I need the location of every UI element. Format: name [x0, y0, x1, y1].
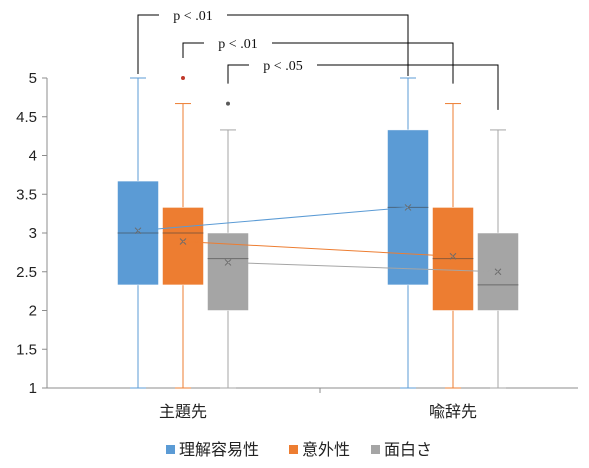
- y-tick-label: 3.5: [16, 186, 37, 203]
- outlier-point: [181, 76, 185, 80]
- legend-swatch: [371, 445, 380, 454]
- legend-swatch: [289, 445, 298, 454]
- whiskers: [130, 77, 506, 389]
- legend-item: 意外性: [289, 440, 350, 459]
- y-tick-label: 2: [29, 303, 37, 320]
- legend-swatch: [166, 445, 175, 454]
- significance-label-bg: [159, 6, 227, 24]
- category-label: 喩辞先: [429, 402, 477, 421]
- y-tick-label: 1.5: [16, 341, 37, 358]
- box: [162, 207, 204, 286]
- y-tick-label: 4.5: [16, 109, 37, 126]
- legend-label: 理解容易性: [179, 440, 259, 459]
- boxes: [117, 76, 519, 311]
- y-tick-label: 2.5: [16, 264, 37, 281]
- category-label: 主題先: [159, 402, 207, 421]
- legend-item: 理解容易性: [166, 440, 259, 459]
- legend-item: 面白さ: [371, 440, 432, 459]
- mean-connector-line: [227, 261, 499, 273]
- significance-label: p < .01: [173, 9, 212, 24]
- significance-brackets: p < .01 p < .01 p < .05: [137, 6, 499, 110]
- significance-label: p < .05: [263, 59, 302, 74]
- significance-label-bg: [204, 34, 272, 52]
- significance-label: p < .01: [218, 37, 257, 52]
- legend: 理解容易性 意外性 面白さ: [166, 440, 432, 459]
- significance-bracket: [227, 64, 499, 110]
- axes: 1 1.5 2 2.5 3 3.5 4 4.5 5 主題先 喩辞先: [16, 70, 578, 421]
- legend-label: 面白さ: [384, 440, 432, 459]
- significance-bracket: [182, 42, 454, 84]
- mean-connector-line: [137, 206, 409, 232]
- y-tick-label: 5: [29, 70, 37, 87]
- y-tick-label: 3: [29, 225, 37, 242]
- legend-label: 意外性: [302, 440, 350, 459]
- mean-connector-line: [182, 241, 454, 257]
- mean-lines: [137, 206, 499, 273]
- significance-bracket: [137, 14, 409, 76]
- y-tick-label: 1: [29, 380, 37, 397]
- box: [207, 232, 249, 311]
- significance-label-bg: [249, 56, 317, 74]
- outlier-point: [226, 101, 230, 106]
- y-tick-label: 4: [29, 148, 37, 165]
